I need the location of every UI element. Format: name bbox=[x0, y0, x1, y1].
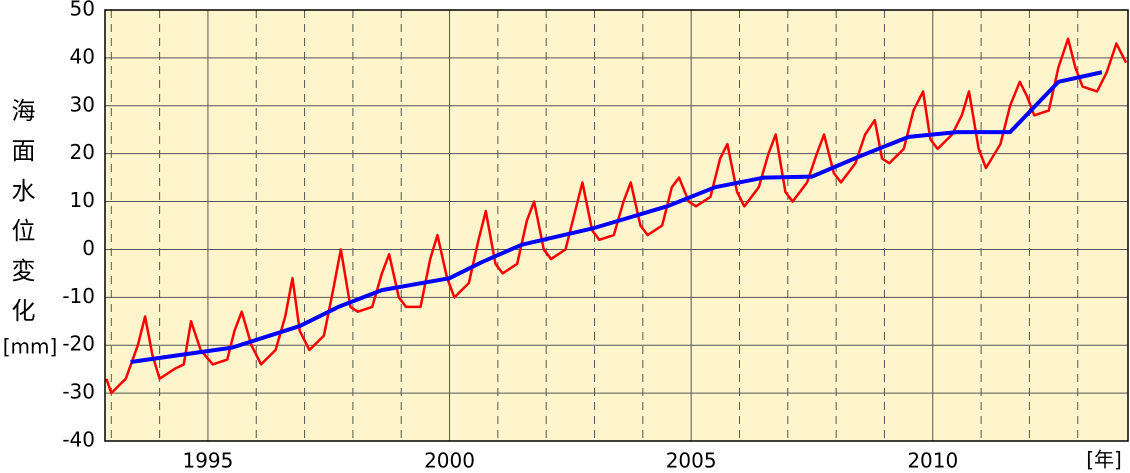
x-tick-label: 2010 bbox=[907, 449, 958, 473]
y-tick-label: 40 bbox=[70, 44, 95, 68]
plot-frame bbox=[104, 9, 1129, 442]
x-tick-label: 2005 bbox=[666, 449, 717, 473]
y-tick-label: 50 bbox=[70, 0, 95, 21]
x-tick-label: 2000 bbox=[424, 449, 475, 473]
y-tick-label: -30 bbox=[62, 380, 95, 404]
y-tick-label: 30 bbox=[70, 92, 95, 116]
y-tick-label: -20 bbox=[62, 332, 95, 356]
y-tick-label: 10 bbox=[70, 188, 95, 212]
y-tick-label: 0 bbox=[82, 236, 95, 260]
series-line bbox=[130, 70, 1103, 364]
y-axis-unit: [mm] bbox=[3, 335, 58, 359]
y-tick-label: -10 bbox=[62, 284, 95, 308]
y-tick-label: -40 bbox=[62, 428, 95, 452]
x-axis-label: [年] bbox=[1086, 448, 1122, 472]
x-tick-label: 1995 bbox=[182, 449, 233, 473]
y-tick-label: 20 bbox=[70, 140, 95, 164]
y-axis-label: 海面水位変化 bbox=[7, 98, 35, 338]
series bbox=[105, 37, 1128, 395]
